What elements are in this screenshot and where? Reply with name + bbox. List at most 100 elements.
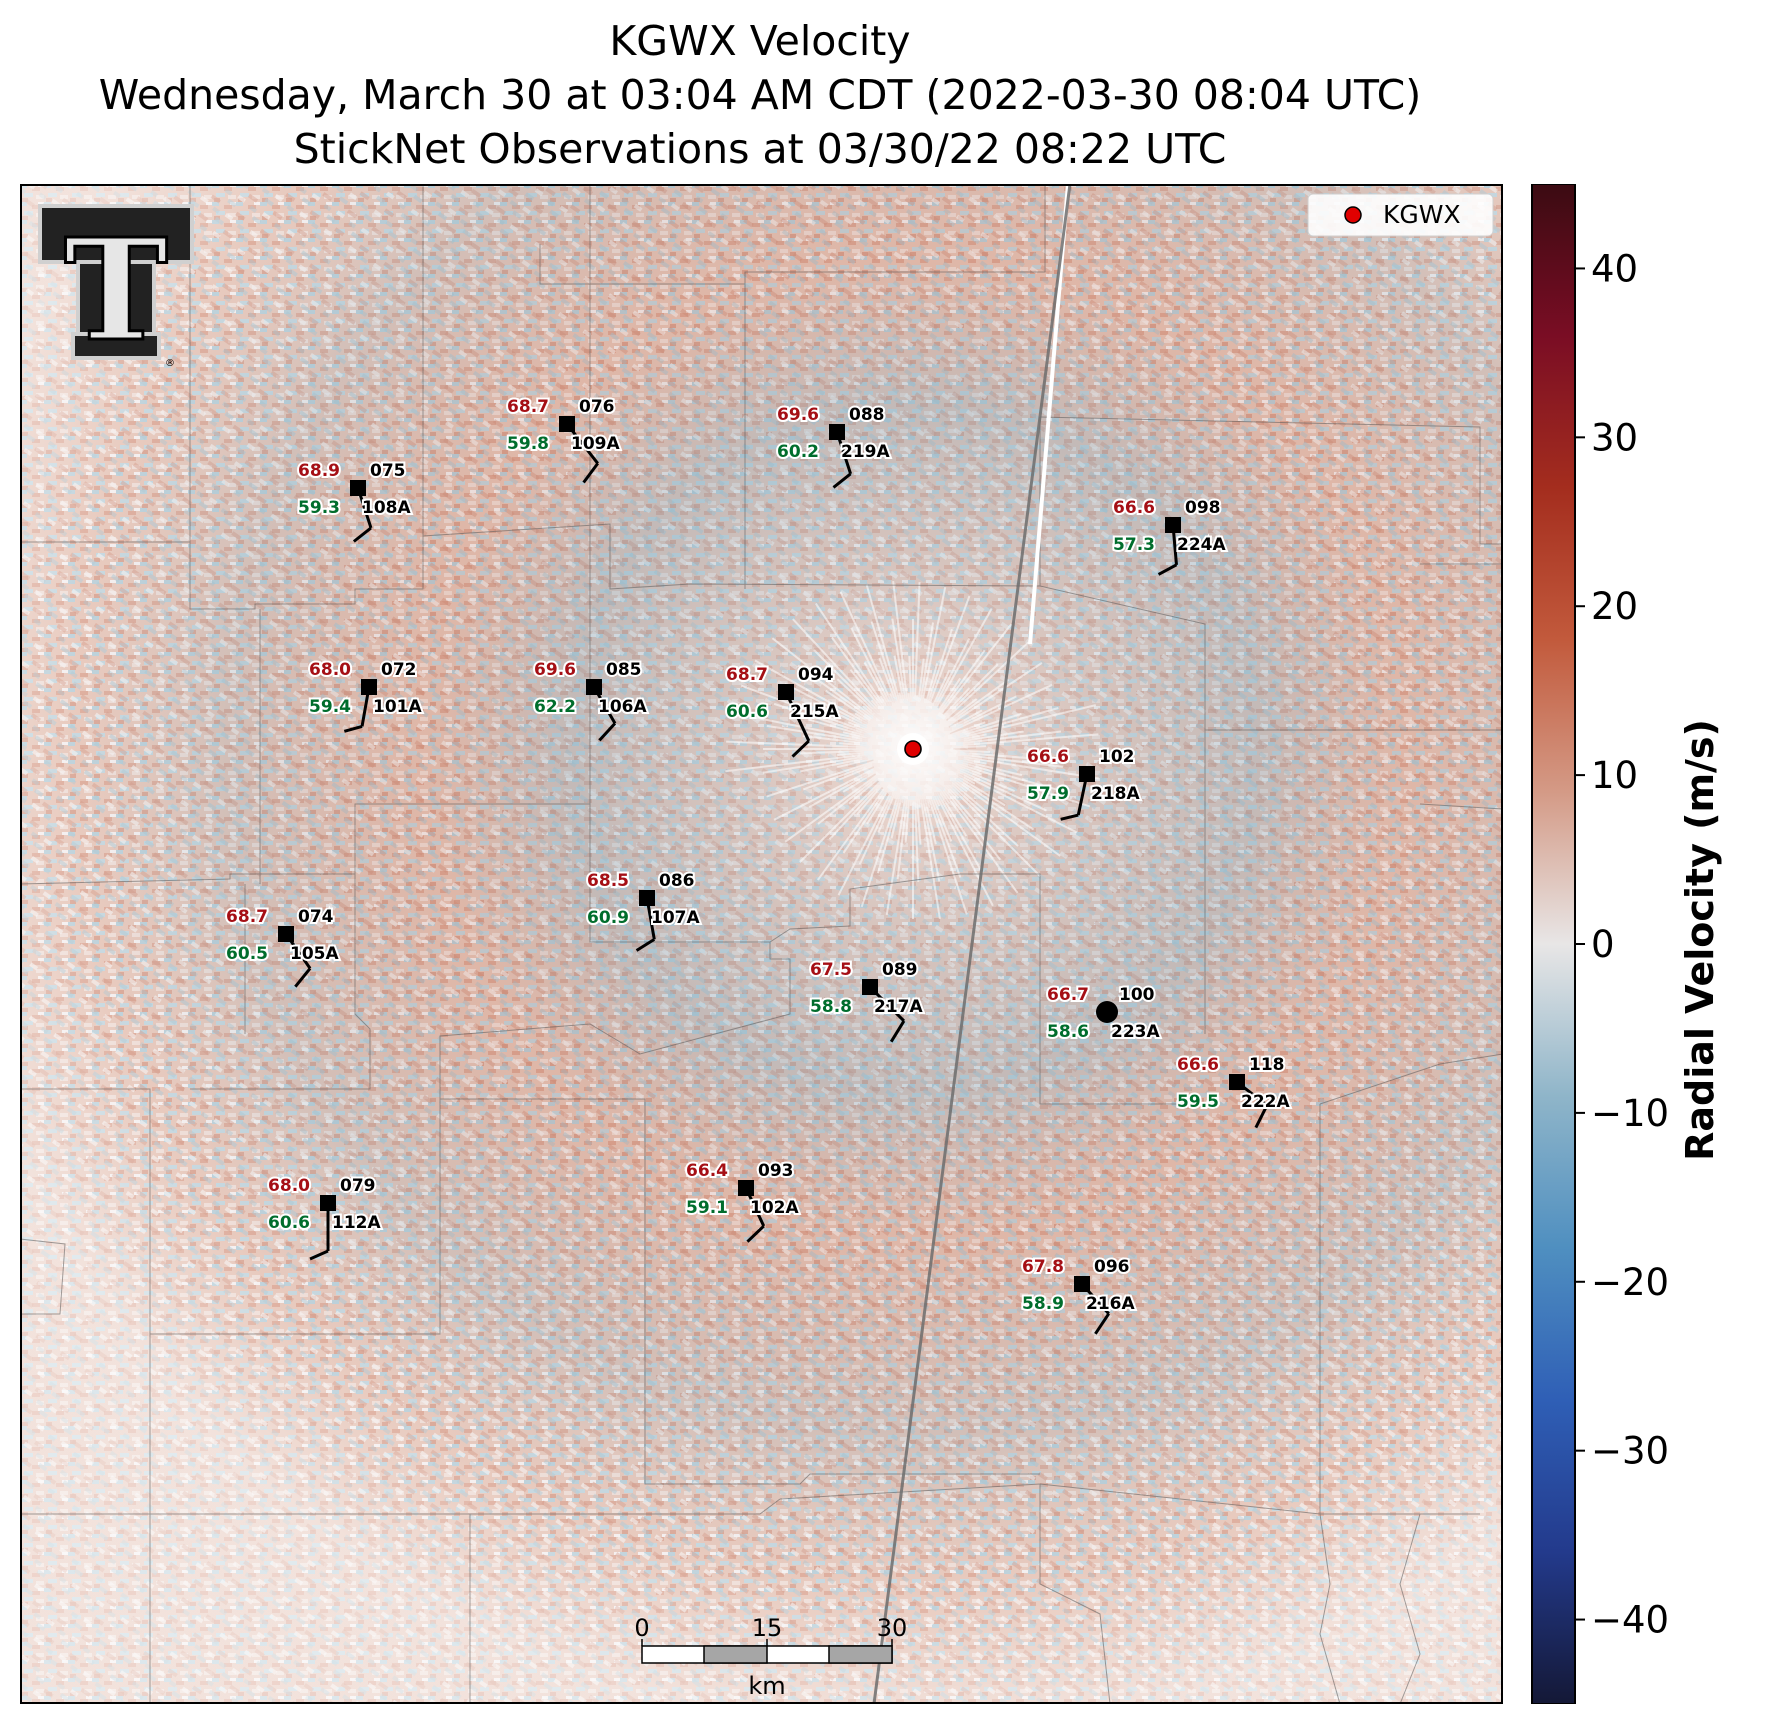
colorbar-tick-label: 20: [1591, 585, 1638, 628]
colorbar-tick-label: 0: [1591, 923, 1615, 966]
station-id: 102A: [750, 1198, 799, 1218]
station-dewpoint: 59.5: [1177, 1092, 1219, 1112]
station-dewpoint: 62.2: [534, 697, 576, 717]
colorbar-label: Radial Velocity (m/s): [1678, 719, 1722, 1161]
station-106A: 69.6 085 62.2 106A: [532, 658, 649, 742]
title-time: Wednesday, March 30 at 03:04 AM CDT (202…: [98, 71, 1422, 119]
station-marker: [350, 480, 366, 496]
station-marker: [586, 679, 602, 695]
colorbar-tick-label: −30: [1591, 1430, 1669, 1473]
station-marker: [1165, 517, 1181, 533]
wind-barb-flag: [889, 1020, 906, 1043]
wind-barb-flag: [343, 724, 363, 733]
station-dewpoint: 59.3: [298, 498, 340, 518]
station-wind-direction: 102: [1099, 747, 1135, 767]
station-dewpoint: 58.6: [1047, 1022, 1089, 1042]
station-temperature: 67.5: [810, 960, 852, 980]
wind-barb-flag: [1094, 1312, 1111, 1335]
wind-barb-flag: [746, 1224, 765, 1243]
station-dewpoint: 57.3: [1113, 535, 1155, 555]
station-218A: 66.6 102 57.9 218A: [1025, 745, 1142, 821]
station-wind-direction: 118: [1249, 1055, 1285, 1075]
station-wind-direction: 098: [1185, 498, 1221, 518]
legend-label: KGWX: [1383, 200, 1461, 229]
station-temperature: 68.7: [507, 397, 549, 417]
station-id: 106A: [598, 697, 647, 717]
station-wind-direction: 089: [882, 960, 918, 980]
station-temperature: 69.6: [777, 405, 819, 425]
station-marker: [320, 1195, 336, 1211]
station-222A: 66.6 118 59.5 222A: [1175, 1053, 1292, 1129]
station-wind-direction: 076: [579, 397, 615, 417]
station-wind-direction: 088: [849, 405, 885, 425]
station-id: 223A: [1111, 1022, 1160, 1042]
station-108A: 68.9 075 59.3 108A: [296, 459, 413, 543]
station-marker: [862, 979, 878, 995]
station-id: 107A: [651, 908, 700, 928]
station-id: 101A: [373, 697, 422, 717]
station-id: 105A: [290, 944, 339, 964]
station-marker: [738, 1180, 754, 1196]
station-temperature: 66.4: [686, 1161, 728, 1181]
station-dewpoint: 60.6: [726, 702, 768, 722]
station-temperature: 66.6: [1113, 498, 1155, 518]
station-id: 215A: [790, 702, 839, 722]
station-temperature: 68.0: [309, 660, 351, 680]
station-temperature: 66.6: [1177, 1055, 1219, 1075]
station-215A: 68.7 094 60.6 215A: [724, 663, 841, 758]
station-wind-direction: 074: [298, 907, 334, 927]
colorbar: 40 30 20 10 0 −10 −20 −30 −40: [1531, 184, 1669, 1704]
station-id: 217A: [874, 997, 923, 1017]
radar-site-marker: [897, 733, 929, 765]
wind-barb-flag: [1254, 1104, 1269, 1129]
logo-registered-mark: ®: [165, 358, 175, 369]
wind-barb-flag: [1060, 813, 1079, 821]
scale-bar: 0 15 30 km: [634, 1614, 907, 1700]
wind-barb-flag: [582, 462, 599, 484]
station-temperature: 68.0: [268, 1176, 310, 1196]
radar-map: 68.7 076 59.8 109A 69.6 088 60.2 219A 68.9 075 59.…: [20, 184, 1503, 1704]
station-id: 222A: [1241, 1092, 1290, 1112]
wind-barb-flag: [832, 472, 852, 489]
station-marker: [829, 424, 845, 440]
station-id: 224A: [1177, 535, 1226, 555]
station-id: 218A: [1091, 784, 1140, 804]
station-dewpoint: 59.8: [507, 434, 549, 454]
colorbar-tick-label: −10: [1591, 1092, 1669, 1135]
station-marker: [639, 890, 655, 906]
observation-dot: [1096, 1001, 1118, 1023]
station-marker: [1229, 1074, 1245, 1090]
station-temperature: 68.7: [726, 665, 768, 685]
station-109A: 68.7 076 59.8 109A: [505, 395, 622, 484]
colorbar-tick-label: −40: [1591, 1599, 1669, 1642]
station-id: 109A: [571, 434, 620, 454]
wind-barb-flag: [791, 739, 810, 758]
station-marker: [1074, 1276, 1090, 1292]
station-105A: 68.7 074 60.5 105A: [224, 905, 341, 988]
colorbar-tick-label: 40: [1591, 247, 1638, 290]
station-temperature: 68.7: [226, 907, 268, 927]
station-temperature: 68.5: [587, 871, 629, 891]
station-wind-direction: 096: [1094, 1257, 1130, 1277]
legend: KGWX: [1307, 193, 1494, 237]
station-id: 219A: [841, 442, 890, 462]
station-216A: 67.8 096 58.9 216A: [1020, 1255, 1137, 1335]
station-id: 112A: [332, 1213, 381, 1233]
station-dewpoint: 59.4: [309, 697, 351, 717]
wind-barb-flag: [352, 526, 372, 543]
station-107A: 68.5 086 60.9 107A: [585, 869, 702, 952]
colorbar-gradient: [1531, 184, 1576, 1704]
station-dewpoint: 58.8: [810, 997, 852, 1017]
colorbar-tick-label: 10: [1591, 754, 1638, 797]
wind-barb-flag: [294, 967, 312, 988]
station-marker: [361, 679, 377, 695]
logo-letter: T: [64, 209, 168, 373]
station-dewpoint: 57.9: [1027, 784, 1069, 804]
figure-title: KGWX Velocity Wednesday, March 30 at 03:…: [0, 14, 1520, 176]
scale-unit: km: [748, 1672, 785, 1700]
wind-barb-flag: [598, 722, 617, 742]
title-radar: KGWX Velocity: [609, 17, 911, 65]
scale-label-30: 30: [877, 1614, 908, 1642]
station-marker: [559, 416, 575, 432]
station-temperature: 66.7: [1047, 985, 1089, 1005]
